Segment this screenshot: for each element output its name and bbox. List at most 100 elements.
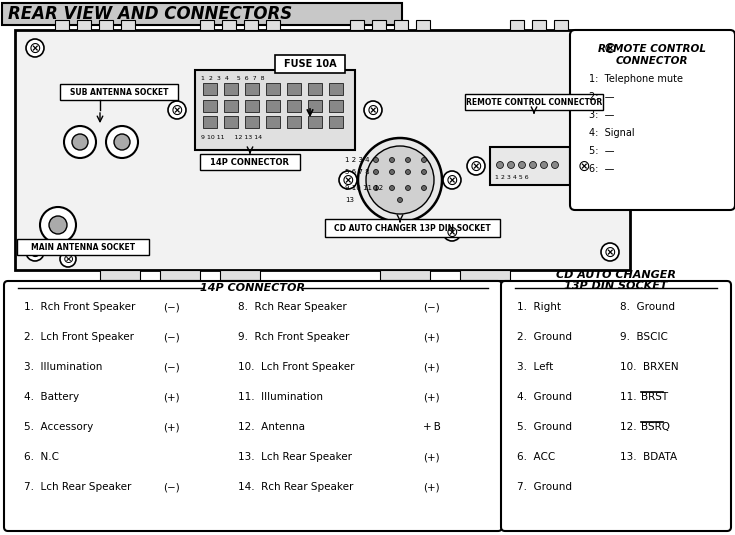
Bar: [372, 20, 386, 30]
Circle shape: [421, 186, 426, 190]
Bar: [60, 84, 178, 100]
Text: ⊗: ⊗: [171, 103, 183, 118]
Text: 7.  Ground: 7. Ground: [517, 482, 572, 492]
Text: 4.  Battery: 4. Battery: [24, 392, 79, 402]
FancyBboxPatch shape: [4, 281, 502, 531]
Text: ⊗: ⊗: [603, 41, 617, 56]
Bar: [490, 147, 570, 185]
Circle shape: [443, 171, 461, 189]
Text: 14P CONNECTOR: 14P CONNECTOR: [201, 283, 306, 293]
Text: 3.  Illumination: 3. Illumination: [24, 362, 102, 372]
Text: (+): (+): [423, 452, 440, 462]
Text: 1:  Telephone mute: 1: Telephone mute: [589, 74, 683, 84]
Text: (+): (+): [163, 392, 179, 402]
Circle shape: [366, 146, 434, 214]
Bar: [2, 3, 402, 25]
Bar: [554, 20, 568, 30]
Circle shape: [601, 39, 619, 57]
Bar: [220, 270, 260, 280]
Circle shape: [373, 170, 379, 174]
Text: 8.  Rch Rear Speaker: 8. Rch Rear Speaker: [238, 302, 347, 312]
Text: 5.  Accessory: 5. Accessory: [24, 422, 93, 432]
Text: (+): (+): [423, 332, 440, 342]
Text: 2:  —: 2: —: [589, 92, 614, 102]
Circle shape: [575, 157, 593, 175]
Bar: [394, 20, 408, 30]
Circle shape: [518, 162, 526, 169]
Bar: [100, 270, 140, 280]
Text: ⊗: ⊗: [470, 158, 482, 173]
Text: (+): (+): [423, 392, 440, 402]
Circle shape: [421, 170, 426, 174]
Bar: [287, 116, 301, 128]
Text: 1 2 3 4 5 6: 1 2 3 4 5 6: [495, 174, 528, 180]
Bar: [203, 100, 217, 112]
Bar: [308, 100, 322, 112]
Circle shape: [390, 157, 395, 163]
Text: ⊗: ⊗: [29, 244, 41, 259]
Bar: [532, 20, 546, 30]
Text: ⊗: ⊗: [603, 244, 617, 259]
Bar: [200, 20, 214, 30]
Text: 10.  BRXEN: 10. BRXEN: [620, 362, 678, 372]
Bar: [203, 116, 217, 128]
Text: 7.  Lch Rear Speaker: 7. Lch Rear Speaker: [24, 482, 132, 492]
Bar: [99, 20, 113, 30]
Circle shape: [339, 171, 357, 189]
Text: 9 10 11     12 13 14: 9 10 11 12 13 14: [201, 134, 262, 140]
Bar: [329, 100, 343, 112]
Text: (−): (−): [423, 302, 440, 312]
Text: 14P CONNECTOR: 14P CONNECTOR: [210, 157, 290, 166]
Circle shape: [507, 162, 514, 169]
Text: MAIN ANTENNA SOCKET: MAIN ANTENNA SOCKET: [31, 242, 135, 251]
Text: ⊗: ⊗: [445, 225, 459, 240]
Text: BRST: BRST: [641, 392, 668, 402]
Circle shape: [529, 162, 537, 169]
Circle shape: [390, 170, 395, 174]
Circle shape: [467, 157, 485, 175]
Text: CONNECTOR: CONNECTOR: [616, 56, 688, 66]
Bar: [245, 116, 259, 128]
Bar: [329, 83, 343, 95]
Bar: [121, 20, 135, 30]
Text: CD AUTO CHANGER: CD AUTO CHANGER: [556, 270, 676, 280]
Bar: [275, 55, 345, 73]
Bar: [287, 83, 301, 95]
Text: 6.  N.C: 6. N.C: [24, 452, 59, 462]
Circle shape: [551, 162, 559, 169]
Text: 1.  Rch Front Speaker: 1. Rch Front Speaker: [24, 302, 135, 312]
Text: (−): (−): [163, 302, 180, 312]
Text: 9.  Rch Front Speaker: 9. Rch Front Speaker: [238, 332, 349, 342]
Bar: [266, 116, 280, 128]
Bar: [195, 70, 355, 150]
Bar: [77, 20, 91, 30]
Text: 10.  Lch Front Speaker: 10. Lch Front Speaker: [238, 362, 354, 372]
Circle shape: [72, 134, 88, 150]
Bar: [416, 20, 430, 30]
Text: 6.  ACC: 6. ACC: [517, 452, 555, 462]
Bar: [222, 20, 236, 30]
Text: 11.: 11.: [620, 392, 643, 402]
Text: ⊗: ⊗: [62, 253, 74, 265]
Bar: [380, 270, 430, 280]
Text: SUB ANTENNA SOCKET: SUB ANTENNA SOCKET: [70, 88, 168, 96]
Circle shape: [443, 223, 461, 241]
Text: 5 6 7 8: 5 6 7 8: [345, 169, 370, 175]
Circle shape: [406, 157, 411, 163]
Bar: [266, 83, 280, 95]
Bar: [300, 92, 320, 106]
Text: 13.  Lch Rear Speaker: 13. Lch Rear Speaker: [238, 452, 352, 462]
Text: 3:  —: 3: —: [589, 110, 614, 120]
Circle shape: [49, 216, 67, 234]
Circle shape: [398, 197, 403, 203]
Text: 4:  Signal: 4: Signal: [589, 128, 634, 138]
Text: 11.  Illumination: 11. Illumination: [238, 392, 323, 402]
Text: 14.  Rch Rear Speaker: 14. Rch Rear Speaker: [238, 482, 354, 492]
Circle shape: [406, 186, 411, 190]
Text: BSRQ: BSRQ: [641, 422, 670, 432]
Bar: [308, 83, 322, 95]
Bar: [203, 83, 217, 95]
Circle shape: [364, 101, 382, 119]
Text: (−): (−): [163, 482, 180, 492]
Circle shape: [168, 101, 186, 119]
